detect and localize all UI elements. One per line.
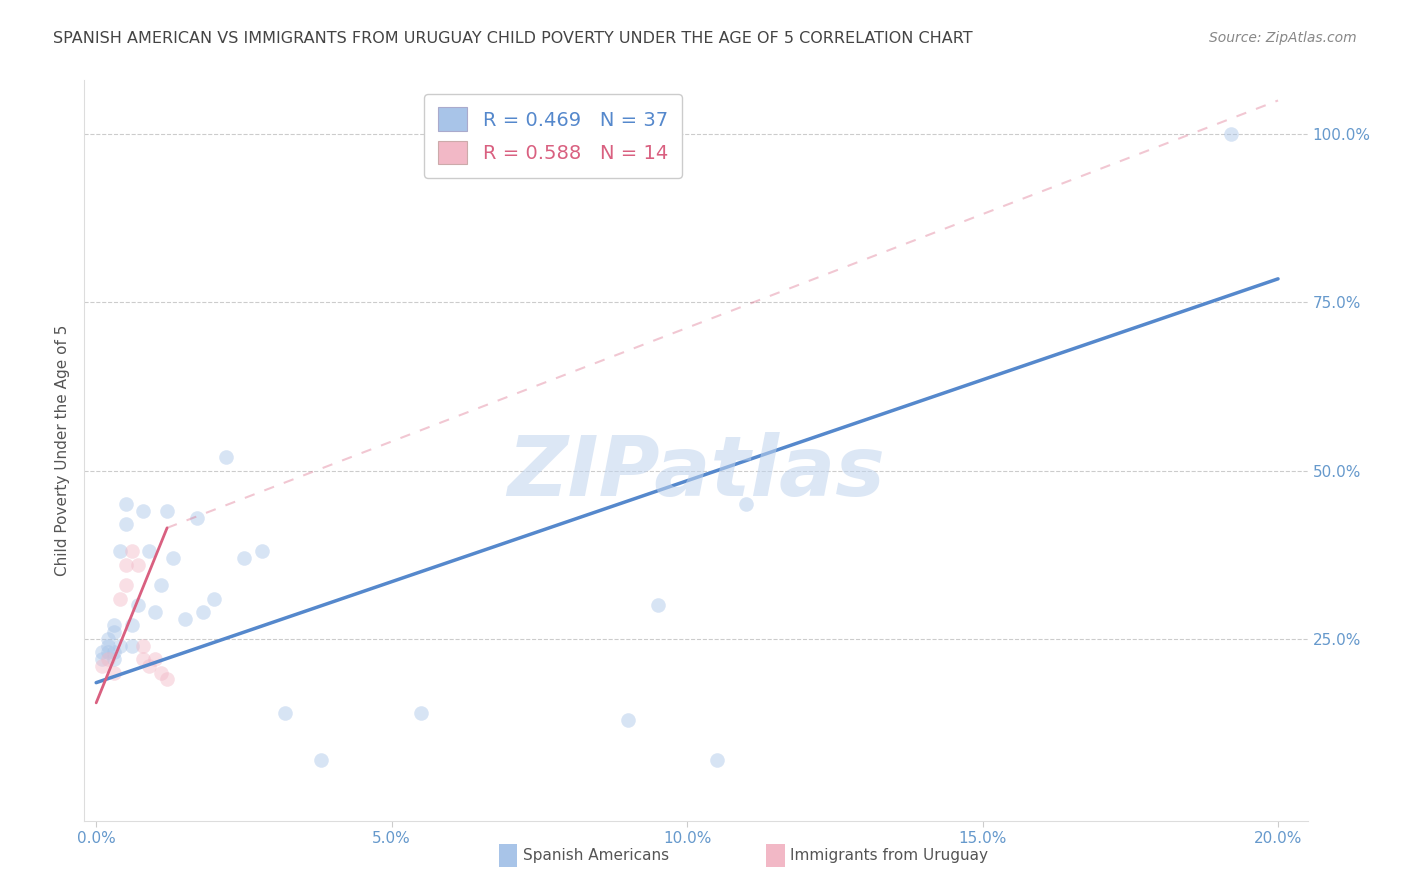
Point [132,652,155,666]
Text: Source: ZipAtlas.com: Source: ZipAtlas.com [1209,31,1357,45]
Point [250,544,273,558]
Point [309,753,332,767]
Point [735,497,758,511]
Point [103,618,125,632]
Point [103,665,125,680]
Point [91,645,114,659]
Point [103,652,125,666]
Point [114,558,136,572]
Point [91,658,114,673]
Point [156,673,179,687]
Text: SPANISH AMERICAN VS IMMIGRANTS FROM URUGUAY CHILD POVERTY UNDER THE AGE OF 5 COR: SPANISH AMERICAN VS IMMIGRANTS FROM URUG… [53,31,973,46]
Point [162,551,184,566]
Point [114,497,136,511]
Point [132,639,155,653]
Point [215,450,238,465]
Point [232,551,254,566]
Point [132,504,155,518]
Point [138,658,160,673]
Point [647,599,669,613]
Y-axis label: Child Poverty Under the Age of 5: Child Poverty Under the Age of 5 [55,325,70,576]
Point [191,605,214,619]
Point [411,706,433,720]
Point [617,713,640,727]
Point [202,591,225,606]
Point [121,544,143,558]
Point [150,578,173,592]
Text: Spanish Americans: Spanish Americans [523,848,669,863]
Point [143,652,166,666]
Point [108,544,131,558]
Point [97,645,120,659]
Point [274,706,297,720]
Point [706,753,728,767]
Text: Immigrants from Uruguay: Immigrants from Uruguay [790,848,988,863]
Point [108,591,131,606]
Point [114,517,136,532]
Point [150,665,173,680]
Point [121,639,143,653]
Point [121,618,143,632]
Point [138,544,160,558]
Legend: R = 0.469   N = 37, R = 0.588   N = 14: R = 0.469 N = 37, R = 0.588 N = 14 [425,94,682,178]
Point [173,612,195,626]
Point [103,625,125,640]
Point [108,639,131,653]
Text: ZIPatlas: ZIPatlas [508,432,884,513]
Point [156,504,179,518]
Point [143,605,166,619]
Point [97,652,120,666]
Point [103,645,125,659]
Point [97,639,120,653]
Point [91,652,114,666]
Point [97,632,120,646]
Point [114,578,136,592]
Point [127,599,149,613]
Point [186,510,208,524]
Point [127,558,149,572]
Point [1219,127,1241,141]
